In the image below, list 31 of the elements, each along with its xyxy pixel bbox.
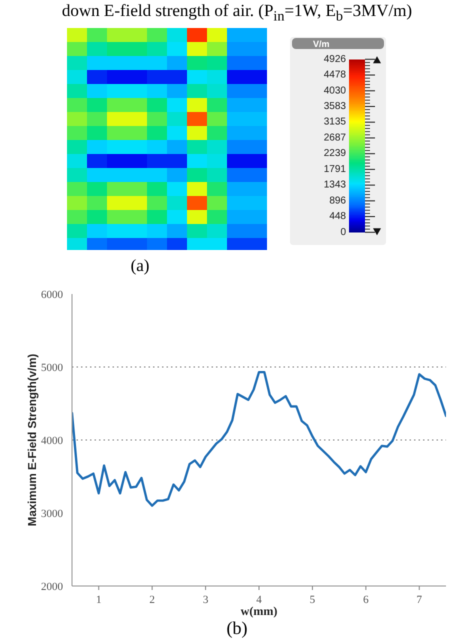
x-tick-label: 6 <box>363 594 370 606</box>
color-bar-label: 2687 <box>324 132 346 144</box>
y-tick-label: 5000 <box>41 362 64 374</box>
color-bar-label: 4926 <box>324 54 346 65</box>
x-tick-label: 5 <box>310 594 316 606</box>
color-bar-label: 448 <box>329 211 346 222</box>
text: (b) <box>226 618 248 639</box>
color-bar-title: V/m <box>313 39 330 49</box>
color-bar-label: 4030 <box>324 85 346 96</box>
color-bar-label: 1343 <box>324 180 346 191</box>
y-axis-title: Maximum E-Field Strength(v/m) <box>27 354 39 526</box>
color-bar-label: 1791 <box>324 164 346 175</box>
color-bar-label: 3135 <box>324 116 346 128</box>
text: (a) <box>130 256 150 276</box>
y-tick-label: 4000 <box>41 434 64 447</box>
y-tick-label: 6000 <box>41 288 64 301</box>
x-tick-label: 7 <box>416 594 423 606</box>
color-bar-label: 4478 <box>324 70 346 81</box>
x-tick-label: 1 <box>96 594 102 606</box>
y-tick-label: 2000 <box>41 580 64 593</box>
line-series <box>72 370 446 507</box>
color-bar-label: 896 <box>329 195 346 206</box>
color-bar-label: 3583 <box>324 100 346 112</box>
color-bar-label: 0 <box>340 226 346 238</box>
x-axis-title: w(mm) <box>240 604 278 618</box>
x-tick-label: 4 <box>256 594 262 606</box>
color-bar-label: 2239 <box>324 148 346 160</box>
y-tick-label: 3000 <box>41 508 64 520</box>
x-tick-label: 2 <box>149 594 155 606</box>
chart-title: down E-field strength of air. (P$_{in}$=1W, E$_{b}$=3MV/m) <box>60 0 414 26</box>
x-tick-label: 3 <box>202 594 209 606</box>
